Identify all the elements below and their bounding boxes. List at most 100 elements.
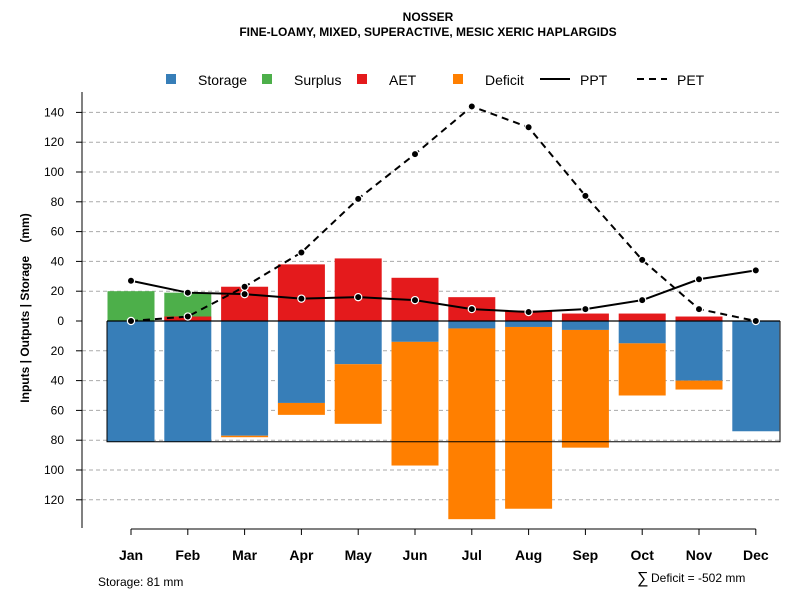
pet-point [751,316,761,326]
storage-bar [391,321,439,342]
deficit-bar [618,343,666,396]
ppt-point [581,304,590,314]
legend-ppt-label: PPT [580,72,608,88]
legend: Storage Surplus AET Deficit PPT PET [166,72,705,88]
x-tick-label: May [345,547,372,563]
deficit-bar [505,326,553,509]
y-tick-label: 100 [44,165,64,179]
aet-bar [561,313,609,321]
storage-bar [675,321,723,381]
series-lines [126,102,761,326]
y-tick-label: 20 [51,344,65,358]
aet-bar [277,264,325,321]
ppt-point [183,288,192,297]
pet-point [183,312,192,321]
y-tick-label: 0 [57,314,64,328]
aet-bar [618,313,666,321]
ppt-point [751,266,761,275]
deficit-note: Deficit = -502 mm [651,571,745,585]
y-tick-label: 60 [51,225,65,239]
pet-line [130,105,757,322]
x-tick-label: Oct [631,547,655,563]
y-tick-label: 100 [44,463,64,477]
storage-bar [107,321,155,442]
ppt-point [297,294,306,303]
legend-pet-label: PET [677,72,705,88]
pet-point [410,149,420,159]
ppt-point [524,307,533,317]
ppt-point [467,304,476,314]
storage-bar [277,321,325,403]
deficit-bar [277,402,325,415]
storage-bar [221,321,269,436]
y-tick-label: 120 [44,135,64,149]
deficit-bar [391,341,439,466]
y-tick-label: 40 [51,374,65,388]
x-tick-label: Apr [289,547,314,563]
legend-storage-swatch [166,74,176,84]
chart-subtitle: FINE-LOAMY, MIXED, SUPERACTIVE, MESIC XE… [239,25,616,39]
legend-surplus-label: Surplus [294,72,341,88]
deficit-bar [448,328,496,520]
storage-bar [334,321,382,365]
storage-bar [448,321,496,329]
axes: 140 120 100 80 60 40 20 0 20 40 60 80 100 120 Jan Feb Ma… [44,92,769,563]
pet-point [467,102,476,111]
deficit-bar [221,435,269,438]
storage-bar [505,321,553,327]
x-tick-label: Aug [515,547,542,563]
pet-point [354,194,363,204]
pet-point [240,282,249,291]
storage-capacity-box [106,320,781,443]
chart-title: NOSSER [403,10,454,24]
storage-bar [732,321,780,432]
ppt-point [354,292,363,302]
ppt-point [694,275,704,284]
ppt-point [240,289,249,299]
bars [107,258,780,520]
deficit-sum-icon: ∑ [637,570,648,587]
aet-bar [675,316,723,321]
x-tick-label: Nov [686,547,713,563]
storage-bar [561,321,609,330]
y-tick-label: 80 [51,433,65,447]
pet-point [638,255,647,265]
deficit-bar [561,329,609,448]
storage-capacity-outline [106,321,781,443]
pet-point [297,248,306,257]
pet-point [581,191,590,201]
ppt-line [130,269,756,314]
y-tick-label: 120 [44,493,64,507]
aet-bar [334,258,382,321]
x-tick-label: Jun [403,547,428,563]
x-tick-label: Sep [573,547,599,563]
legend-deficit-label: Deficit [485,72,524,88]
storage-bar [164,321,212,442]
pet-point [694,304,704,314]
y-axis-label: Inputs | Outputs | Storage (mm) [18,213,32,402]
x-tick-label: Jan [119,547,143,563]
legend-deficit-swatch [453,74,463,84]
legend-aet-label: AET [389,72,417,88]
y-tick-label: 140 [44,105,64,119]
ppt-point [638,295,647,305]
pet-point [126,316,136,326]
storage-note: Storage: 81 mm [98,575,183,589]
y-tick-label: 60 [51,403,65,417]
deficit-bar [334,364,382,424]
storage-bar [618,321,666,344]
y-tick-label: 20 [51,284,65,298]
x-tick-label: Jul [462,547,482,563]
ppt-point [410,295,420,305]
pet-point [524,123,533,132]
y-tick-label: 40 [51,254,65,268]
x-tick-label: Feb [175,547,200,563]
legend-storage-label: Storage [198,72,247,88]
legend-surplus-swatch [262,74,272,84]
deficit-bar [675,380,723,390]
x-tick-label: Mar [232,547,257,563]
surplus-bar [107,291,155,321]
x-tick-label: Dec [743,547,769,563]
legend-aet-swatch [357,74,367,84]
